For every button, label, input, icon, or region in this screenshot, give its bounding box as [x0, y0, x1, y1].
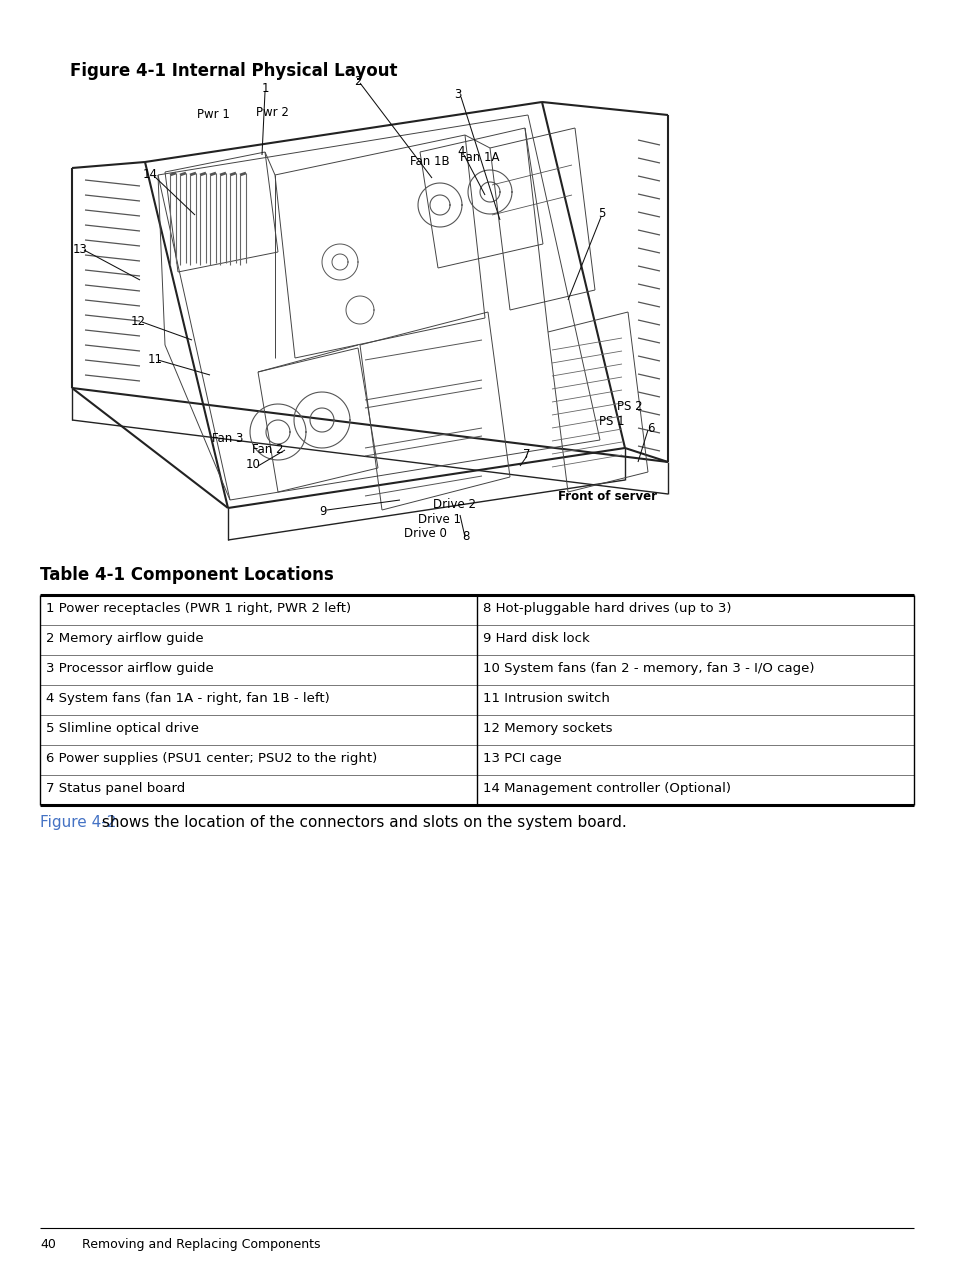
Text: 3 Processor airflow guide: 3 Processor airflow guide — [46, 662, 213, 675]
Text: 6: 6 — [646, 422, 654, 435]
Text: 14 Management controller (Optional): 14 Management controller (Optional) — [482, 782, 730, 794]
Text: Fan 1A: Fan 1A — [459, 151, 499, 164]
Text: Figure 4-2: Figure 4-2 — [40, 815, 116, 830]
Text: shows the location of the connectors and slots on the system board.: shows the location of the connectors and… — [97, 815, 626, 830]
Text: Removing and Replacing Components: Removing and Replacing Components — [82, 1238, 320, 1251]
Text: 14: 14 — [142, 168, 157, 180]
Text: 9: 9 — [319, 505, 327, 519]
Text: 5 Slimline optical drive: 5 Slimline optical drive — [46, 722, 199, 735]
Text: Fan 1B: Fan 1B — [410, 155, 450, 168]
Text: 40: 40 — [40, 1238, 56, 1251]
Text: 13: 13 — [72, 243, 88, 255]
Text: Table 4-1 Component Locations: Table 4-1 Component Locations — [40, 566, 334, 583]
Text: 6 Power supplies (PSU1 center; PSU2 to the right): 6 Power supplies (PSU1 center; PSU2 to t… — [46, 752, 376, 765]
Text: Pwr 2: Pwr 2 — [255, 105, 288, 119]
Text: 5: 5 — [598, 207, 605, 220]
Text: Drive 0: Drive 0 — [403, 527, 446, 540]
Text: 4 System fans (fan 1A - right, fan 1B - left): 4 System fans (fan 1A - right, fan 1B - … — [46, 691, 330, 705]
Text: Drive 1: Drive 1 — [418, 513, 461, 526]
Text: 4: 4 — [456, 145, 464, 158]
Text: Figure 4-1 Internal Physical Layout: Figure 4-1 Internal Physical Layout — [70, 62, 397, 80]
Text: PS 2: PS 2 — [617, 400, 642, 413]
Text: Pwr 1: Pwr 1 — [196, 108, 230, 121]
Text: 8 Hot-pluggable hard drives (up to 3): 8 Hot-pluggable hard drives (up to 3) — [482, 602, 731, 615]
Text: 7: 7 — [522, 447, 530, 461]
Text: 13 PCI cage: 13 PCI cage — [482, 752, 561, 765]
Text: PS 1: PS 1 — [598, 416, 624, 428]
Text: Drive 2: Drive 2 — [433, 498, 476, 511]
Text: 1: 1 — [261, 83, 269, 95]
Text: 11 Intrusion switch: 11 Intrusion switch — [482, 691, 609, 705]
Text: 2 Memory airflow guide: 2 Memory airflow guide — [46, 632, 203, 644]
Text: 9 Hard disk lock: 9 Hard disk lock — [482, 632, 589, 644]
Text: Fan 3: Fan 3 — [213, 432, 243, 445]
Text: Fan 2: Fan 2 — [252, 444, 283, 456]
Text: 10: 10 — [245, 458, 260, 472]
Text: 8: 8 — [462, 530, 469, 543]
Text: 2: 2 — [354, 75, 361, 88]
Text: 3: 3 — [454, 88, 461, 100]
Text: 11: 11 — [148, 353, 162, 366]
Text: 7 Status panel board: 7 Status panel board — [46, 782, 185, 794]
Text: Front of server: Front of server — [558, 491, 657, 503]
Text: 12 Memory sockets: 12 Memory sockets — [482, 722, 612, 735]
Text: 12: 12 — [131, 315, 146, 328]
Text: 1 Power receptacles (PWR 1 right, PWR 2 left): 1 Power receptacles (PWR 1 right, PWR 2 … — [46, 602, 351, 615]
Text: 10 System fans (fan 2 - memory, fan 3 - I/O cage): 10 System fans (fan 2 - memory, fan 3 - … — [482, 662, 814, 675]
